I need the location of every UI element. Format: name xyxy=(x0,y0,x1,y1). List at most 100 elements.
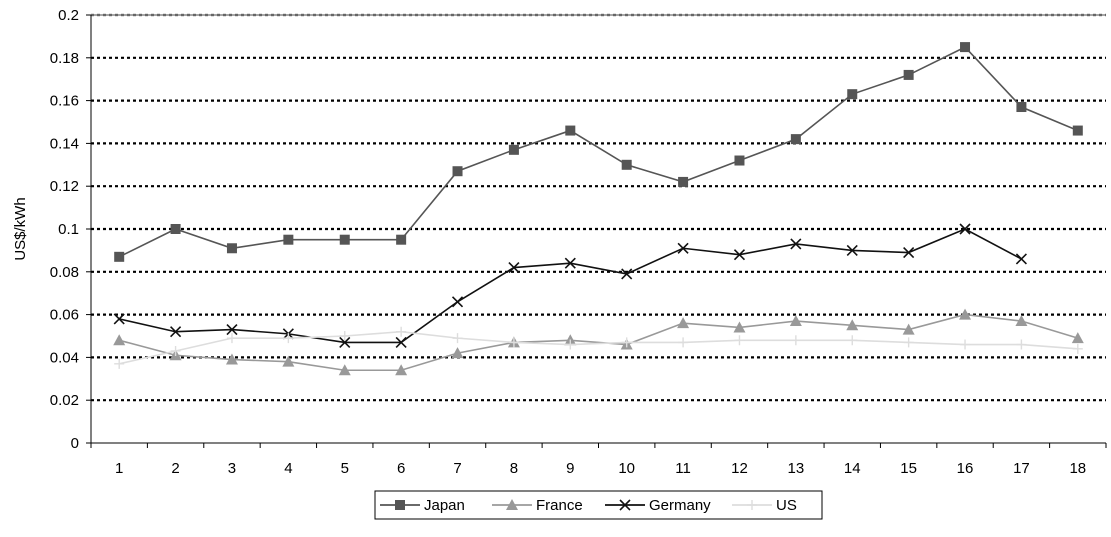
data-point xyxy=(170,345,181,356)
y-tick-label: 0.2 xyxy=(58,7,79,24)
y-tick-label: 0.12 xyxy=(50,178,79,195)
data-point xyxy=(1071,332,1084,344)
series-line xyxy=(118,313,1079,372)
series-us xyxy=(114,326,1083,369)
data-point xyxy=(114,358,125,369)
data-point xyxy=(621,268,633,280)
data-point xyxy=(790,238,802,250)
data-point xyxy=(790,335,801,346)
legend-item-us: US xyxy=(732,497,797,514)
y-tick-label: 0.06 xyxy=(50,307,79,324)
data-point xyxy=(902,323,915,335)
x-tick-label: 6 xyxy=(397,460,405,477)
data-point xyxy=(847,335,858,346)
legend-label: US xyxy=(776,497,797,514)
data-point xyxy=(1072,343,1083,354)
data-point xyxy=(621,159,632,170)
data-point xyxy=(170,224,181,234)
data-point xyxy=(1016,102,1027,113)
y-tick-label: 0.14 xyxy=(50,135,79,152)
y-tick-labels: 0 0.02 0.04 0.06 0.08 0.1 0.12 0.14 0.16 0.18 0.2 xyxy=(50,7,79,452)
data-point xyxy=(451,347,464,359)
y-tick-label: 0 xyxy=(71,435,79,452)
data-point xyxy=(170,326,182,338)
x-tick-label: 17 xyxy=(1013,460,1030,477)
data-point xyxy=(225,353,238,365)
data-point xyxy=(619,499,631,511)
data-point xyxy=(677,317,690,329)
legend-label: Germany xyxy=(649,497,711,514)
data-point xyxy=(508,144,519,155)
data-point xyxy=(396,234,407,245)
legend-label: France xyxy=(536,497,583,514)
x-tick-labels: 1 2 3 4 5 6 7 8 9 10 11 12 13 14 15 16 17 18 xyxy=(115,460,1086,477)
data-point xyxy=(283,333,294,344)
y-tick-label: 0.16 xyxy=(50,93,79,110)
data-point xyxy=(678,337,689,348)
data-point xyxy=(903,246,915,259)
data-point xyxy=(113,313,125,325)
data-point xyxy=(1015,315,1028,327)
data-point xyxy=(847,89,858,100)
series-japan xyxy=(114,42,1083,262)
legend-label: Japan xyxy=(424,497,465,514)
data-point xyxy=(113,334,126,346)
series-line xyxy=(119,228,1022,344)
data-point xyxy=(747,500,757,510)
data-point xyxy=(226,324,238,336)
data-point xyxy=(734,335,745,346)
data-point xyxy=(339,336,351,348)
data-point xyxy=(451,296,464,308)
data-point xyxy=(395,500,405,510)
data-point xyxy=(677,242,689,254)
data-point xyxy=(452,166,463,177)
x-tick-label: 9 xyxy=(566,460,574,477)
series-line xyxy=(118,46,1079,258)
x-tick-label: 12 xyxy=(731,460,748,477)
data-point xyxy=(1015,253,1027,265)
data-point xyxy=(395,364,408,376)
data-point xyxy=(846,244,858,256)
data-point xyxy=(1016,339,1027,350)
data-point xyxy=(959,223,971,235)
data-point xyxy=(283,234,294,245)
x-tick-label: 14 xyxy=(844,460,861,477)
legend-item-japan: Japan xyxy=(380,497,465,514)
data-point xyxy=(678,176,689,187)
data-point xyxy=(282,355,295,367)
x-tick-label: 16 xyxy=(957,460,974,477)
data-point xyxy=(339,331,350,341)
y-tick-label: 0.1 xyxy=(58,221,79,238)
data-point xyxy=(508,261,520,274)
data-point xyxy=(565,125,576,136)
legend-item-germany: Germany xyxy=(605,497,711,514)
data-point xyxy=(621,337,632,348)
x-tick-label: 13 xyxy=(788,460,805,477)
x-tick-label: 15 xyxy=(900,460,917,477)
data-point xyxy=(452,333,463,344)
series-germany xyxy=(113,223,1027,348)
data-series xyxy=(113,42,1084,376)
data-point xyxy=(733,249,746,261)
legend: Japan France Germany US xyxy=(374,490,823,520)
data-point xyxy=(506,499,518,510)
y-tick-label: 0.08 xyxy=(50,264,79,281)
data-point xyxy=(789,315,802,327)
legend-box xyxy=(374,490,823,520)
y-tick-label: 0.18 xyxy=(50,50,79,67)
data-point xyxy=(1072,125,1083,136)
x-tick-label: 5 xyxy=(341,460,349,477)
legend-item-france: France xyxy=(492,497,583,514)
data-point xyxy=(959,308,972,320)
data-point xyxy=(734,155,745,166)
data-point xyxy=(733,321,746,333)
y-tick-label: 0.02 xyxy=(50,392,79,409)
x-tick-label: 10 xyxy=(618,460,635,477)
data-point xyxy=(960,339,971,350)
data-point xyxy=(395,336,407,348)
data-point xyxy=(339,234,350,245)
x-tick-label: 4 xyxy=(284,460,292,477)
data-point xyxy=(790,134,801,145)
series-france xyxy=(113,308,1084,376)
data-point xyxy=(226,333,237,344)
